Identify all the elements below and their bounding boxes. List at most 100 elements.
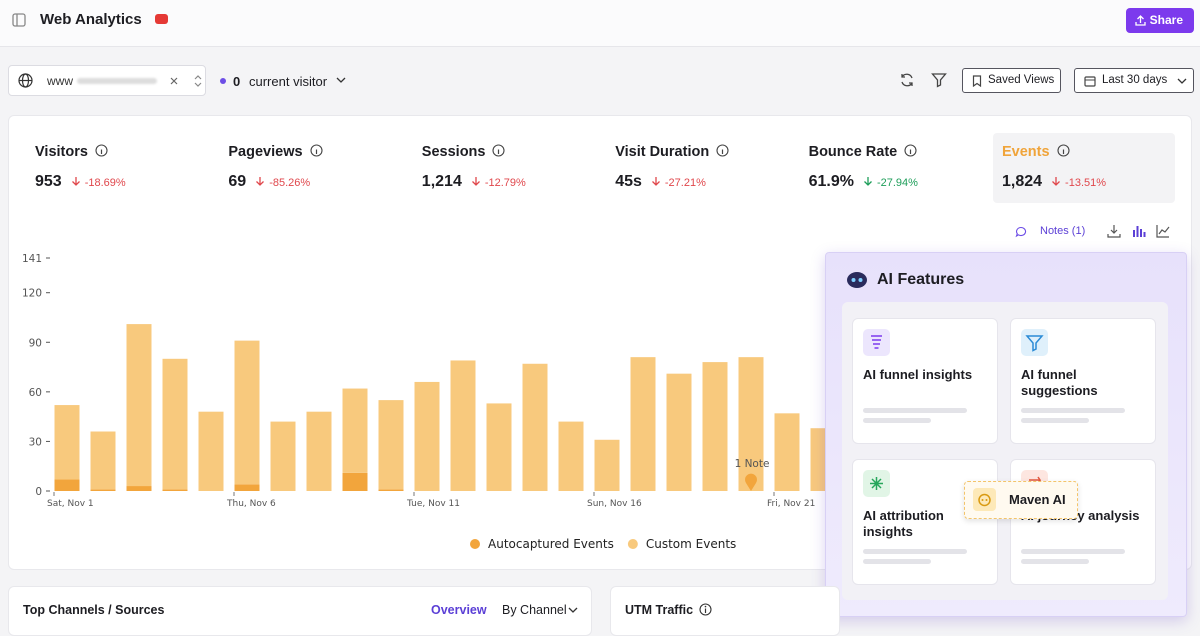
notes-button[interactable]: Notes (1) [1040,225,1086,237]
metric[interactable]: Visit Duration 45s -27.21% [615,143,795,191]
trend-arrow [471,177,480,186]
y-tick-label: 30 [29,436,42,448]
info-ring [1057,144,1070,157]
site-blur [77,78,157,84]
bookmark-icon [972,75,982,87]
card-title: AI funnel insights [863,367,973,382]
metric-values: 45s -27.21% [615,161,795,191]
metric-change: -27.21% [664,177,706,189]
sidebar-icon[interactable] [12,13,26,27]
y-tick-label: 90 [29,337,42,349]
note-annotation: 1 Note [735,458,770,470]
ai-card[interactable]: AI funnel insights [852,318,998,444]
bar-segment [234,484,260,491]
clear-icon[interactable] [169,76,179,86]
saved-views-button[interactable]: Saved Views [962,68,1061,93]
site-name: www [47,74,73,88]
ai-card[interactable]: AI funnel suggestions [1010,318,1156,444]
utm-card: UTM Traffic [610,586,840,636]
visitor-label[interactable]: current visitor [249,74,328,89]
info-ring [95,144,108,157]
bar-segment [90,489,116,491]
info-icon [492,144,506,157]
metric-value: 61.9% [808,173,854,190]
card-title: UTM Traffic [625,603,694,617]
metric-values: 69 -85.26% [228,161,408,191]
legend-label: Autocaptured Events [488,537,614,551]
info-icon [1057,144,1070,157]
metric-label: Visit Duration [615,144,710,160]
metric-value: 69 [228,173,247,190]
header: Web Analytics Share [0,0,1200,47]
metric[interactable]: Visitors 953 -18.69% [35,143,215,191]
bar-segment [270,421,296,491]
icon [871,335,882,349]
selected-metric-bg [993,133,1175,203]
bar-segment [630,357,656,491]
globe-icon [18,73,33,88]
metric[interactable]: Pageviews 69 -85.26% [228,143,408,191]
metric-change: -18.69% [84,177,126,189]
y-tick-label: 60 [29,387,42,399]
live-dot [220,78,226,84]
chevron [568,607,578,613]
metric[interactable]: Events 1,824 -13.51% [1002,143,1182,191]
notes-icon [1015,226,1027,238]
metric-values: 61.9% -27.94% [809,161,989,191]
refresh-icon[interactable] [899,72,915,88]
info-icon [95,144,108,157]
line-chart-icon[interactable] [1155,223,1171,239]
card-icon [863,329,890,356]
legend-swatch [470,539,480,549]
ai-card[interactable]: AI journey analysis [1010,459,1156,585]
icon [978,493,991,507]
site-selector[interactable]: www [8,65,206,96]
arrow [651,177,660,186]
badge-label: Maven AI [1009,492,1066,507]
share-button[interactable]: Share [1126,8,1194,33]
maven-ai-badge[interactable]: Maven AI [964,481,1078,519]
bar-segment [666,373,692,491]
bar-segment [414,381,440,491]
info-icon [716,144,729,157]
bar-chart-icon[interactable] [1131,223,1147,239]
overview-tab[interactable]: Overview [431,603,487,617]
bar-segment [702,362,728,491]
bar-segment [378,489,404,491]
metric-header: Events [1002,143,1182,161]
info-ring [492,144,506,157]
bar-segment [558,421,584,491]
info-icon[interactable] [699,603,712,616]
download-icon[interactable] [1106,223,1122,239]
bar-segment [486,403,512,491]
calendar-icon [1084,76,1096,87]
bar-segment [54,405,80,480]
arrow [256,177,265,186]
y-tick-label: 120 [22,288,42,300]
metric-header: Bounce Rate [809,143,989,161]
bar-segment [126,324,152,487]
trend-arrow [864,177,872,186]
ai-card-area: AI funnel insights AI funnel suggestions… [842,302,1168,600]
share-label: Share [1149,13,1183,27]
x-tick-label: Fri, Nov 21 [767,499,815,509]
bar-segment [738,357,764,491]
info-ring [310,144,323,157]
metric[interactable]: Bounce Rate 61.9% -27.94% [809,143,989,191]
filter-icon[interactable] [931,72,947,88]
metric[interactable]: Sessions 1,214 -12.79% [422,143,602,191]
ai-card[interactable]: AI attribution insights [852,459,998,585]
x-tick-label: Sat, Nov 1 [47,499,94,509]
metric-label: Sessions [421,144,486,160]
date-range-button[interactable]: Last 30 days [1074,68,1194,93]
card-title: Top Channels / Sources [23,603,165,617]
bar-segment [198,411,224,491]
metric-label: Bounce Rate [808,144,898,160]
metric-value: 1,214 [421,173,462,190]
metric-header: Visitors [35,143,215,161]
card-icon [863,470,890,497]
metric-change: -13.51% [1065,177,1107,189]
by-channel-dropdown[interactable]: By Channel [502,603,567,617]
chevron [1177,78,1187,84]
youtube-icon[interactable] [155,14,168,24]
